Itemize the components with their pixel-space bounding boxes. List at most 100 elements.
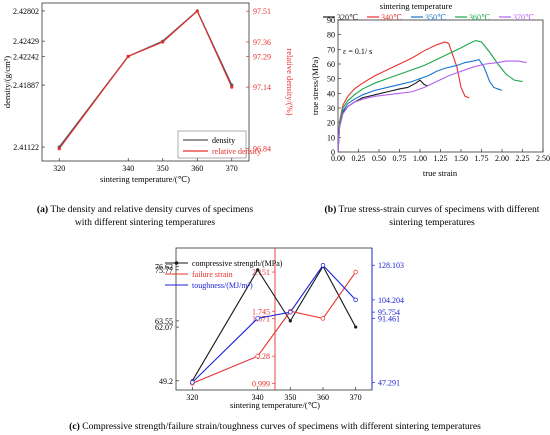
panel-c-xtick-label: 360: [317, 393, 329, 402]
panel-c-cs-tick-label: 76.62: [155, 262, 173, 271]
panel-b-series-360-line: [337, 39, 523, 153]
panel-c-cs-point: [288, 319, 292, 323]
panel-a-caption-line2: with different sintering temperatures: [75, 217, 215, 228]
panel-b-series-340-line: [337, 41, 470, 153]
panel-b-xtick-label: 2.00: [495, 154, 509, 163]
panel-a-legend-relative-density: relative density: [212, 147, 261, 156]
panel-c-caption: (c) Compressive strength/failure strain/…: [69, 421, 481, 432]
panel-b-legend-340: 340℃: [381, 13, 402, 22]
panel-b-xtick-label: 2.50: [536, 154, 550, 163]
panel-b-xtick-label: 0.50: [372, 154, 386, 163]
panel-b-xtick-label: 2.25: [516, 154, 530, 163]
panel-a-ytick-left-label: 2.41887: [13, 81, 39, 90]
panel-b-caption-line2: sintering temperatures: [389, 217, 475, 228]
panel-a-caption: (a) The density and relative density cur…: [37, 204, 253, 215]
panel-b-legend-360: 360℃: [469, 13, 490, 22]
panel-b-xtick-label: 1.00: [413, 154, 427, 163]
panel-a-legend-density: density: [212, 136, 235, 145]
panel-b-ytick-label: 80: [327, 31, 335, 40]
panel-c-tough-point: [320, 262, 326, 268]
panel-b-legend: 320℃ 340℃ 350℃ 360℃ 370℃: [323, 13, 534, 22]
panel-b-xtick-label: 0.00: [331, 154, 345, 163]
panel-c-xtick-label: 370: [350, 393, 362, 402]
panel-c-tough-tick-label: 128.103: [378, 261, 404, 270]
panel-a-relative-density-point: [57, 147, 61, 151]
panel-a-relative-density-point: [161, 40, 165, 44]
panel-c-legend-tough: toughness/(MJ/m³): [192, 281, 253, 290]
panel-b-xtick-label: 1.75: [475, 154, 489, 163]
panel-a-series-relative-density-line: [58, 10, 233, 150]
panel-c-fs-tick-label: 1.745: [252, 307, 270, 316]
panel-b-xtick-label: 0.25: [352, 154, 366, 163]
panel-a-ytick-right-label: 97.51: [253, 7, 271, 16]
panel-b-xtick-label: 0.75: [393, 154, 407, 163]
panel-b-legend-350: 350℃: [425, 13, 446, 22]
panel-a-relative-density-point: [126, 54, 130, 58]
panel-c-legend-marker-cs: [174, 261, 179, 265]
panel-a-marks: 320 340 350 360 370 2.42802 2.42429 2.42242 2.41…: [13, 7, 271, 173]
panel-b-series-370-line: [337, 60, 527, 153]
panel-a-relative-density-point: [195, 9, 199, 13]
panel-a-ytick-right-label: 96.84: [253, 145, 271, 154]
panel-c-tough-tick-label: 104.204: [378, 296, 404, 305]
panel-c-legend-fs: failure strain: [192, 270, 233, 279]
panel-b-marks: 0.00 0.25 0.50 0.75 1.00 1.25 1.50 1.75 2.00 2.25…: [327, 16, 550, 163]
panel-b-ytick-label: 10: [327, 133, 335, 142]
panel-b-legend-320: 320℃: [337, 13, 358, 22]
panel-b-caption: (b) True stress-strain curves of specime…: [325, 204, 540, 215]
panel-c-legend: compressive strength/(MPa) failure strai…: [165, 259, 283, 290]
panel-c-tough-point: [353, 297, 358, 303]
panel-b-title: sintering temperature: [380, 1, 453, 11]
panel-b-xlabel: true strain: [423, 168, 458, 178]
panel-b-ytick-label: 0: [331, 148, 335, 157]
panel-c-fs-point: [353, 269, 358, 275]
panel-c-cs-tick-label: 75.77: [155, 266, 173, 275]
panel-b-ytick-label: 30: [327, 104, 335, 113]
panel-b-ytick-label: 40: [327, 89, 335, 98]
panel-a-ylabel-left: density/(g/cm³): [2, 56, 12, 108]
panel-c-cs-tick-label: 63.55: [155, 317, 173, 326]
panel-a-legend: density relative density: [177, 130, 261, 159]
panel-c-fs-tick-label: 0.999: [252, 379, 270, 388]
panel-c-tough-point: [255, 316, 260, 321]
panel-b-ytick-label: 90: [327, 16, 335, 25]
panel-a-xtick-label: 360: [191, 164, 203, 173]
panel-b-xtick-label: 1.50: [454, 154, 468, 163]
panel-c-legend-cs: compressive strength/(MPa): [192, 259, 283, 268]
panel-a-ytick-left-label: 2.42429: [13, 37, 39, 46]
panel-a-relative-density-point: [230, 85, 234, 89]
panel-a: 320 340 350 360 370 2.42802 2.42429 2.42242 2.41…: [2, 2, 295, 228]
panel-c-tough-point: [190, 380, 195, 385]
panel-a-xtick-label: 370: [226, 164, 238, 173]
panel-a-frame: [41, 2, 250, 162]
panel-a-ytick-right-label: 97.14: [253, 83, 271, 92]
panel-c-cs-point: [354, 325, 358, 329]
panel-c-fs-point: [320, 316, 326, 321]
panel-c-fs-tick-label: 1.671: [252, 314, 270, 323]
panel-c-xtick-label: 350: [284, 393, 296, 402]
panel-c-fs-tick-label: 1.28: [256, 352, 270, 361]
panel-a-xlabel: sintering temperature/(℃): [100, 174, 190, 184]
panel-a-legend-box: [177, 130, 247, 159]
panel-c-cs-tick-label: 62.07: [155, 323, 173, 332]
panel-c-xtick-label: 320: [186, 393, 198, 402]
panel-c-xtick-label: 340: [252, 393, 264, 402]
panel-b-ylabel: true stress/(MPa): [310, 57, 320, 115]
panel-a-ytick-left-label: 2.42802: [13, 7, 39, 16]
panel-a-ytick-right-label: 97.29: [253, 52, 271, 61]
panel-b-ytick-label: 50: [327, 75, 335, 84]
panel-a-ytick-right-label: 97.36: [253, 38, 271, 47]
panel-c-tough-tick-label: 91.461: [378, 314, 400, 323]
panel-c-tough-point: [288, 309, 293, 315]
panel-b-ytick-label: 20: [327, 119, 335, 128]
panel-c-fs-tick-label: 2.151: [252, 268, 270, 277]
panel-a-ytick-left-label: 2.41122: [13, 143, 39, 152]
panel-b-annotation: ε = 0.1/ s: [343, 47, 372, 56]
panel-b: sintering temperature 320℃ 340℃ 350℃ 360℃ 37…: [310, 1, 550, 228]
panel-c-tough-tick-label: 95.754: [378, 308, 400, 317]
panel-a-xtick-label: 320: [53, 164, 65, 173]
panel-c-cs-tick-label: 49.2: [159, 377, 173, 386]
